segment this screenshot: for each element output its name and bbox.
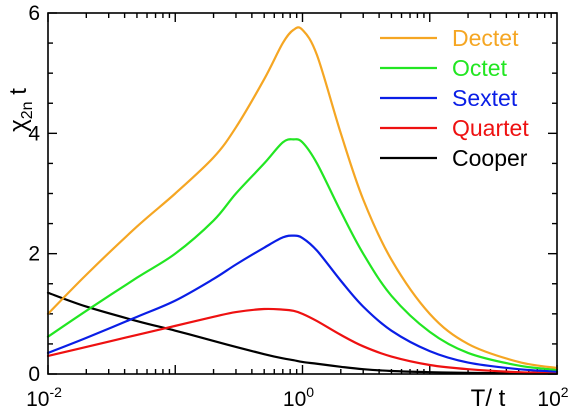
y-axis-label: χ2n t [5, 88, 36, 132]
y-tick-label: 2 [28, 243, 40, 266]
legend-label-sextet: Sextet [452, 85, 518, 111]
legend-label-cooper: Cooper [452, 145, 528, 171]
y-tick-label: 4 [28, 122, 40, 145]
legend-label-quartet: Quartet [452, 115, 529, 141]
plot-frame [47, 12, 558, 375]
axis-labels: 0 2 4 6 10-2 100 102 T/ t χ2n t [5, 2, 569, 412]
series-line-octet [46, 138, 559, 371]
x-tick-label: 10-2 [26, 384, 62, 411]
legend-label-octet: Octet [452, 55, 508, 81]
series-lines [46, 26, 559, 375]
x-tick-label: 102 [537, 384, 568, 411]
series-line-sextet [46, 234, 559, 373]
x-axis-label: T/ t [471, 385, 506, 412]
series-line-cooper [46, 291, 559, 375]
legend-label-dectet: Dectet [452, 25, 519, 51]
legend: Dectet Octet Sextet Quartet Cooper [380, 25, 529, 171]
y-tick-label: 0 [28, 363, 40, 386]
series-line-quartet [46, 307, 559, 374]
x-tick-label: 100 [283, 384, 314, 411]
series-line-dectet [46, 26, 559, 370]
y-tick-label: 6 [28, 2, 40, 25]
